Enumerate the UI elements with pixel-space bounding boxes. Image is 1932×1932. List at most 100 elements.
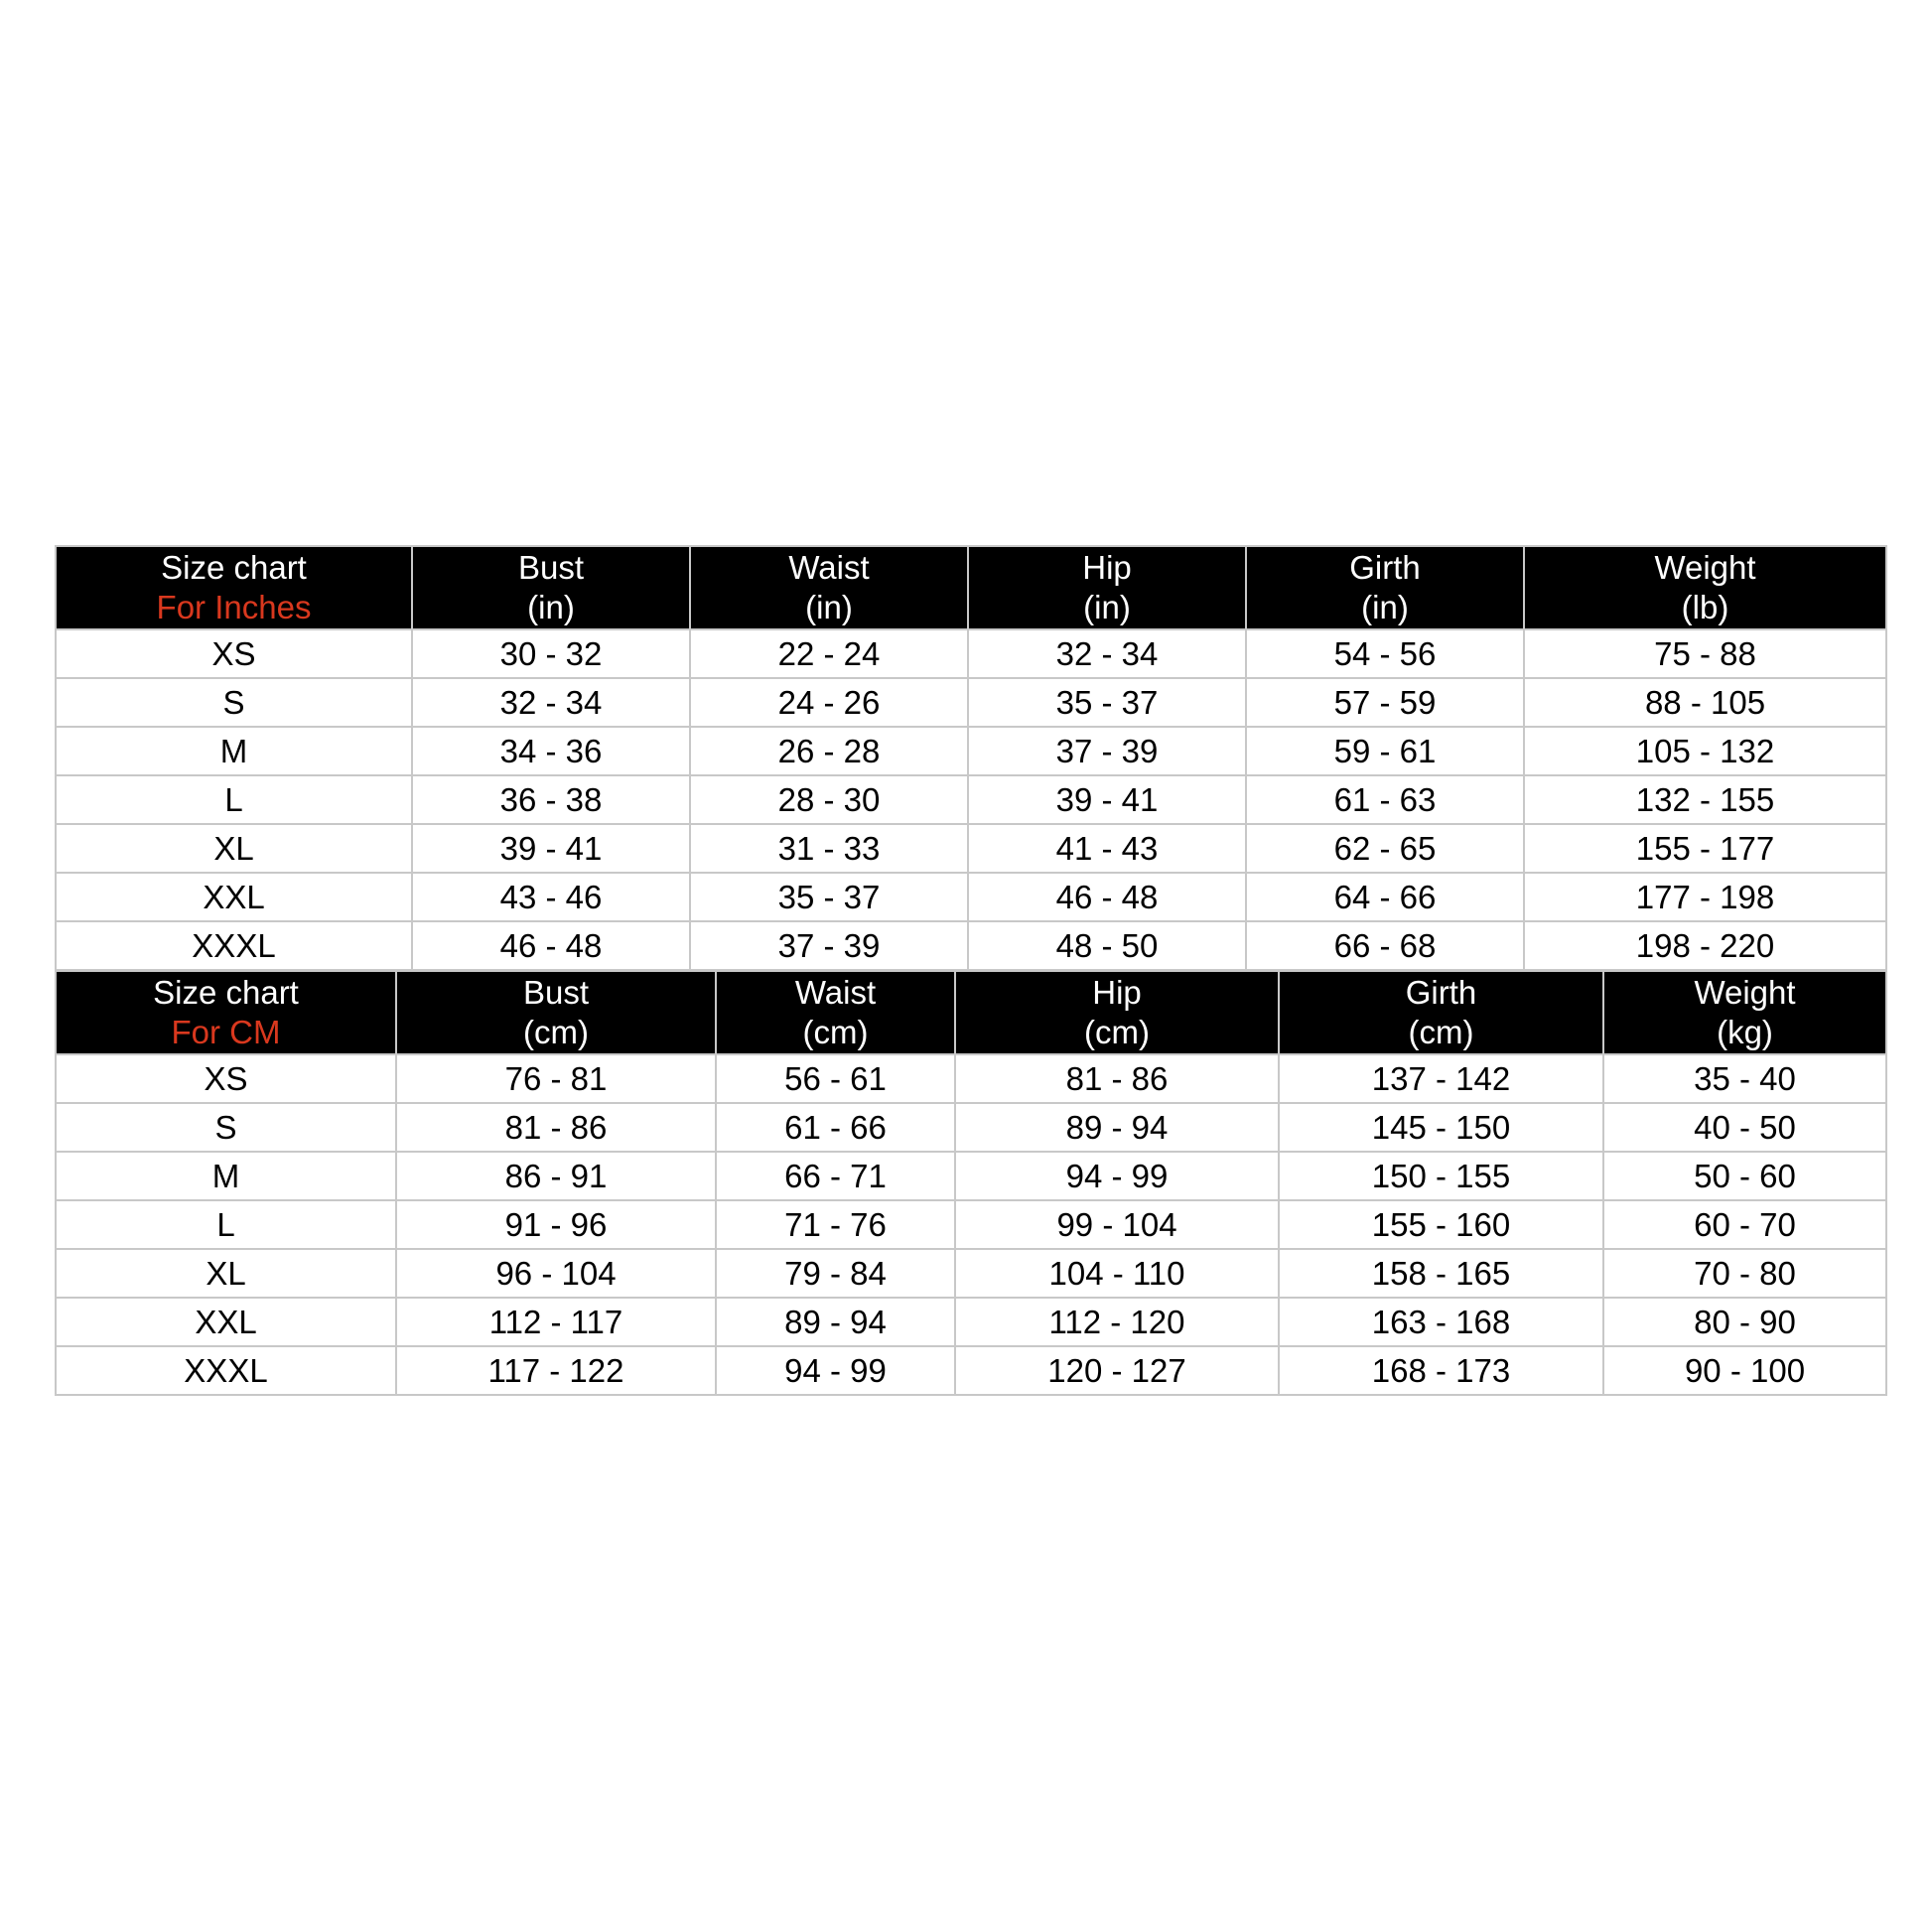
- measurement-cell: 61 - 66: [715, 1102, 956, 1153]
- measurement-cell: 112 - 120: [954, 1297, 1280, 1347]
- table-row: L 36 - 38 28 - 30 39 - 41 61 - 63 132 - 155: [55, 774, 1887, 825]
- measurement-cell: 168 - 173: [1278, 1345, 1604, 1396]
- measurement-cell: 35 - 37: [689, 872, 969, 922]
- column-header-bust: Bust (in): [411, 545, 691, 630]
- measurement-cell: 104 - 110: [954, 1248, 1280, 1299]
- measurement-cell: 94 - 99: [954, 1151, 1280, 1201]
- column-name: Girth: [1405, 974, 1477, 1011]
- column-name: Weight: [1654, 549, 1756, 586]
- measurement-cell: 81 - 86: [954, 1053, 1280, 1104]
- inches-size-table: Size chart For Inches Bust (in) Waist (in) Hip…: [55, 545, 1887, 971]
- column-name: Bust: [517, 549, 585, 586]
- measurement-cell: 37 - 39: [967, 726, 1247, 776]
- measurement-cell: 94 - 99: [715, 1345, 956, 1396]
- measurement-cell: 34 - 36: [411, 726, 691, 776]
- column-name: Waist: [788, 549, 870, 586]
- measurement-cell: 54 - 56: [1245, 628, 1525, 679]
- measurement-cell: 105 - 132: [1523, 726, 1887, 776]
- measurement-cell: 150 - 155: [1278, 1151, 1604, 1201]
- column-unit: (cm): [523, 1014, 589, 1050]
- measurement-cell: 35 - 37: [967, 677, 1247, 728]
- size-label-cell: XS: [55, 628, 413, 679]
- measurement-cell: 37 - 39: [689, 920, 969, 971]
- measurement-cell: 43 - 46: [411, 872, 691, 922]
- table-row: XXL 112 - 117 89 - 94 112 - 120 163 - 168 80 …: [55, 1297, 1887, 1347]
- measurement-cell: 66 - 71: [715, 1151, 956, 1201]
- measurement-cell: 46 - 48: [967, 872, 1247, 922]
- column-unit: (in): [1083, 589, 1131, 625]
- size-label-cell: S: [55, 1102, 397, 1153]
- cm-size-table: Size chart For CM Bust (cm) Waist (cm) Hip (cm)…: [55, 970, 1887, 1396]
- measurement-cell: 88 - 105: [1523, 677, 1887, 728]
- measurement-cell: 46 - 48: [411, 920, 691, 971]
- size-chart-header: Size chart For CM: [55, 970, 397, 1055]
- table-row: XS 76 - 81 56 - 61 81 - 86 137 - 142 35 - 40: [55, 1053, 1887, 1104]
- size-label-cell: XXL: [55, 872, 413, 922]
- table-row: XXL 43 - 46 35 - 37 46 - 48 64 - 66 177 - 198: [55, 872, 1887, 922]
- size-label-cell: S: [55, 677, 413, 728]
- column-unit: (cm): [1408, 1014, 1474, 1050]
- column-header-weight: Weight (kg): [1602, 970, 1887, 1055]
- measurement-cell: 90 - 100: [1602, 1345, 1887, 1396]
- column-header-girth: Girth (in): [1245, 545, 1525, 630]
- measurement-cell: 120 - 127: [954, 1345, 1280, 1396]
- table-row: S 81 - 86 61 - 66 89 - 94 145 - 150 40 - 50: [55, 1102, 1887, 1153]
- table-row: M 86 - 91 66 - 71 94 - 99 150 - 155 50 - 60: [55, 1151, 1887, 1201]
- column-name: Bust: [522, 974, 590, 1011]
- measurement-cell: 60 - 70: [1602, 1199, 1887, 1250]
- column-unit: (cm): [1084, 1014, 1150, 1050]
- table-row: L 91 - 96 71 - 76 99 - 104 155 - 160 60 - 70: [55, 1199, 1887, 1250]
- measurement-cell: 57 - 59: [1245, 677, 1525, 728]
- measurement-cell: 117 - 122: [395, 1345, 717, 1396]
- measurement-cell: 79 - 84: [715, 1248, 956, 1299]
- measurement-cell: 89 - 94: [954, 1102, 1280, 1153]
- measurement-cell: 76 - 81: [395, 1053, 717, 1104]
- measurement-cell: 31 - 33: [689, 823, 969, 874]
- measurement-cell: 155 - 160: [1278, 1199, 1604, 1250]
- measurement-cell: 96 - 104: [395, 1248, 717, 1299]
- size-label-cell: L: [55, 1199, 397, 1250]
- size-label-cell: M: [55, 1151, 397, 1201]
- column-unit: (in): [805, 589, 853, 625]
- measurement-cell: 26 - 28: [689, 726, 969, 776]
- measurement-cell: 61 - 63: [1245, 774, 1525, 825]
- measurement-cell: 132 - 155: [1523, 774, 1887, 825]
- measurement-cell: 22 - 24: [689, 628, 969, 679]
- column-unit: (lb): [1681, 589, 1729, 625]
- measurement-cell: 112 - 117: [395, 1297, 717, 1347]
- measurement-cell: 75 - 88: [1523, 628, 1887, 679]
- measurement-cell: 71 - 76: [715, 1199, 956, 1250]
- table-row: XS 30 - 32 22 - 24 32 - 34 54 - 56 75 - 88: [55, 628, 1887, 679]
- measurement-cell: 35 - 40: [1602, 1053, 1887, 1104]
- column-header-bust: Bust (cm): [395, 970, 717, 1055]
- table-row: S 32 - 34 24 - 26 35 - 37 57 - 59 88 - 105: [55, 677, 1887, 728]
- column-unit: (kg): [1717, 1014, 1773, 1050]
- measurement-cell: 48 - 50: [967, 920, 1247, 971]
- header-subtitle: For CM: [171, 1014, 281, 1050]
- table-row: M 34 - 36 26 - 28 37 - 39 59 - 61 105 - 132: [55, 726, 1887, 776]
- column-name: Girth: [1349, 549, 1421, 586]
- measurement-cell: 32 - 34: [967, 628, 1247, 679]
- measurement-cell: 80 - 90: [1602, 1297, 1887, 1347]
- size-label-cell: M: [55, 726, 413, 776]
- column-unit: (in): [527, 589, 575, 625]
- measurement-cell: 50 - 60: [1602, 1151, 1887, 1201]
- measurement-cell: 198 - 220: [1523, 920, 1887, 971]
- size-label-cell: XL: [55, 823, 413, 874]
- column-name: Weight: [1694, 974, 1796, 1011]
- measurement-cell: 24 - 26: [689, 677, 969, 728]
- measurement-cell: 56 - 61: [715, 1053, 956, 1104]
- measurement-cell: 158 - 165: [1278, 1248, 1604, 1299]
- measurement-cell: 145 - 150: [1278, 1102, 1604, 1153]
- header-row: Size chart For Inches Bust (in) Waist (in) Hip…: [55, 545, 1887, 630]
- size-label-cell: XL: [55, 1248, 397, 1299]
- measurement-cell: 137 - 142: [1278, 1053, 1604, 1104]
- measurement-cell: 30 - 32: [411, 628, 691, 679]
- size-label-cell: XXL: [55, 1297, 397, 1347]
- column-header-hip: Hip (in): [967, 545, 1247, 630]
- measurement-cell: 41 - 43: [967, 823, 1247, 874]
- size-label-cell: XS: [55, 1053, 397, 1104]
- column-header-weight: Weight (lb): [1523, 545, 1887, 630]
- size-label-cell: XXXL: [55, 1345, 397, 1396]
- header-title: Size chart: [161, 549, 307, 586]
